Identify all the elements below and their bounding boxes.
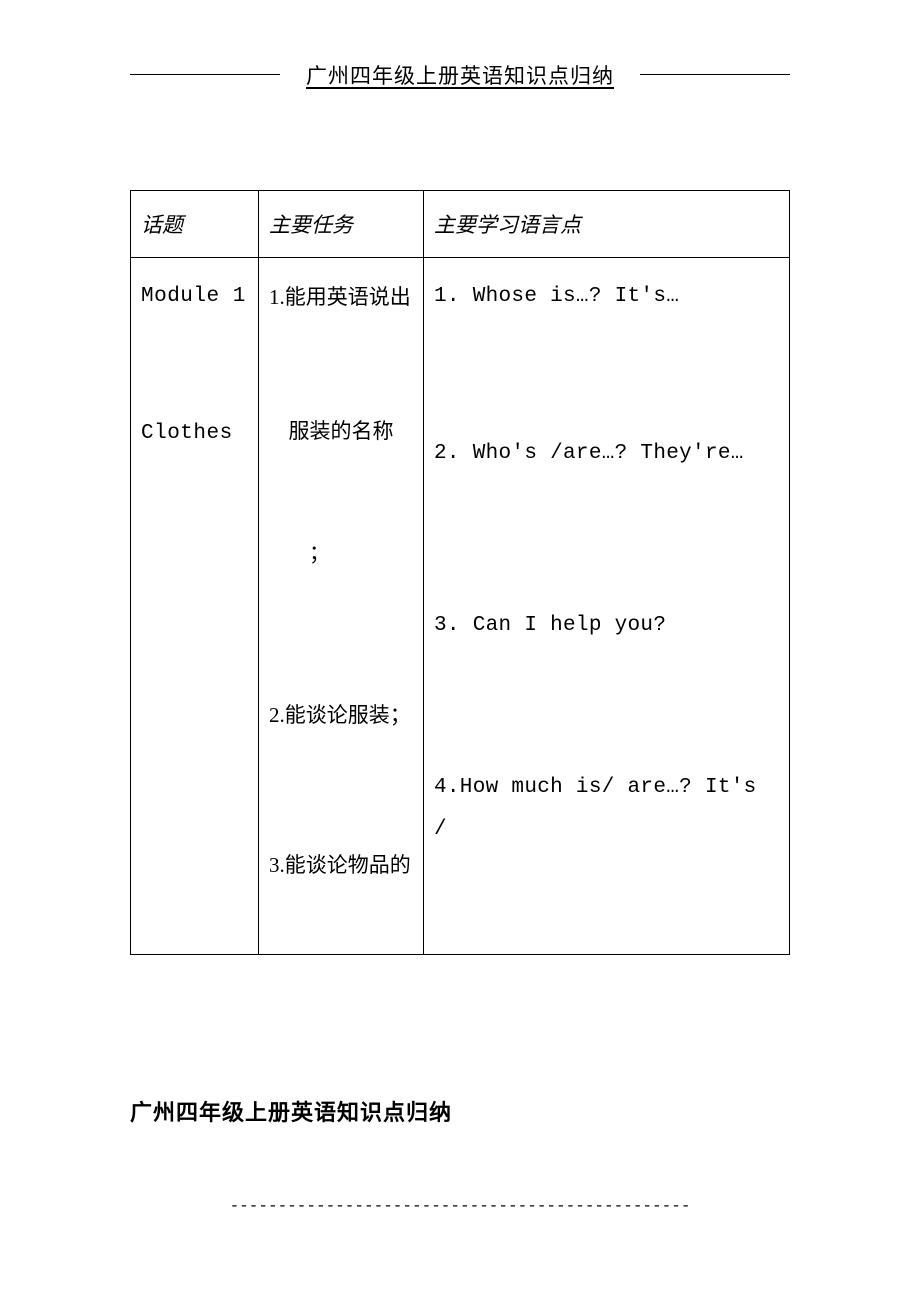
- topic-name: Clothes: [141, 413, 248, 455]
- cell-tasks: 1.能用英语说出 服装的名称 ； 2.能谈论服装； 3.能谈论物品的: [259, 258, 424, 955]
- header-task: 主要任务: [259, 191, 424, 258]
- cell-topic: Module 1 Clothes: [131, 258, 259, 955]
- header-lang-text: 主要学习语言点: [434, 213, 581, 237]
- task-line-1b: 服装的名称: [269, 410, 413, 452]
- task-semicolon: ；: [269, 532, 413, 574]
- page-title: 广州四年级上册英语知识点归纳: [306, 64, 614, 88]
- lang-point-3: 3. Can I help you?: [434, 605, 779, 647]
- page-header: 广州四年级上册英语知识点归纳: [130, 60, 790, 90]
- page-separator: ----------------------------------------…: [130, 1197, 790, 1215]
- knowledge-table: 话题 主要任务 主要学习语言点 Module 1 Clothes 1.能用英语说…: [130, 190, 790, 955]
- cell-lang-points: 1. Whose is…? It's… 2. Who's /are…? They…: [424, 258, 790, 955]
- table-header-row: 话题 主要任务 主要学习语言点: [131, 191, 790, 258]
- task-line-3: 3.能谈论物品的: [269, 844, 413, 886]
- header-task-text: 主要任务: [269, 213, 353, 237]
- header-rule-right: [640, 74, 790, 75]
- document-page: 广州四年级上册英语知识点归纳 话题 主要任务 主要学习语言点 Module 1 …: [0, 0, 920, 1302]
- header-lang: 主要学习语言点: [424, 191, 790, 258]
- footer-title: 广州四年级上册英语知识点归纳: [130, 1095, 790, 1127]
- table-row: Module 1 Clothes 1.能用英语说出 服装的名称 ； 2.能谈论服…: [131, 258, 790, 955]
- header-topic-text: 话题: [141, 213, 183, 237]
- lang-point-2: 2. Who's /are…? They're…: [434, 433, 779, 475]
- topic-module: Module 1: [141, 276, 248, 318]
- header-rule-left: [130, 74, 280, 75]
- lang-point-4: 4.How much is/ are…? It's /: [434, 767, 779, 851]
- lang-point-1: 1. Whose is…? It's…: [434, 276, 779, 318]
- task-line-2: 2.能谈论服装；: [269, 694, 413, 736]
- header-topic: 话题: [131, 191, 259, 258]
- task-line-1: 1.能用英语说出: [269, 276, 413, 318]
